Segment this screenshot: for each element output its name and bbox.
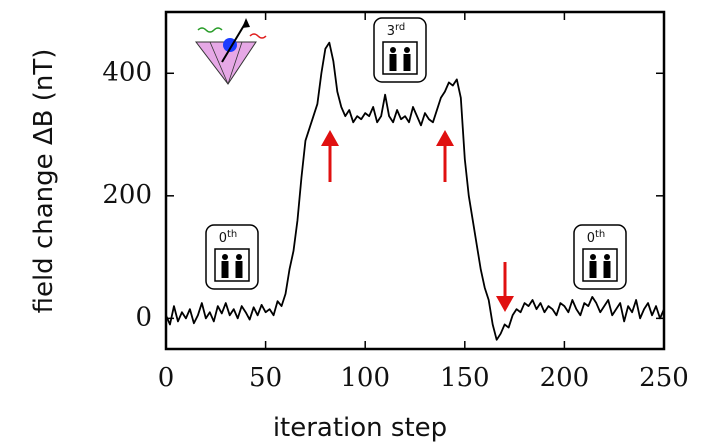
elevator-car <box>382 41 418 75</box>
person-body <box>403 54 411 71</box>
x-axis-label: iteration step <box>273 413 447 443</box>
elevator-box <box>573 224 627 290</box>
floor-number: 3 <box>387 24 395 39</box>
floor-suffix: rd <box>395 22 405 33</box>
floor-number: 0 <box>587 231 595 246</box>
floor-label: 0th <box>587 229 606 246</box>
floor-number: 0 <box>219 231 227 246</box>
diamond-icon <box>194 18 267 85</box>
person-head <box>390 47 396 53</box>
x-tick-label: 50 <box>249 363 282 393</box>
plot-frame <box>164 10 666 351</box>
elevator-car <box>582 248 618 282</box>
x-tick-label: 200 <box>540 363 590 393</box>
floor-suffix: th <box>595 229 605 240</box>
arrow-head <box>321 130 339 146</box>
elevator-annotation: 0th <box>205 224 259 290</box>
x-tick-label: 150 <box>440 363 490 393</box>
person-head <box>236 254 242 260</box>
person-body <box>221 261 229 278</box>
elevator-annotation: 0th <box>573 224 627 290</box>
person-body <box>235 261 243 278</box>
elevator-car <box>214 248 250 282</box>
person-body <box>603 261 611 278</box>
x-tick-label: 0 <box>158 363 175 393</box>
elevator-box <box>205 224 259 290</box>
elevator-annotation: 3rd <box>373 17 427 83</box>
arrow-head <box>436 130 454 146</box>
arrow-head <box>496 296 514 312</box>
y-axis-label: field change ΔB (nT) <box>29 49 59 314</box>
person-body <box>389 54 397 71</box>
data-line <box>165 41 665 341</box>
x-tick-label: 100 <box>340 363 390 393</box>
person-body <box>589 261 597 278</box>
floor-label: 0th <box>219 229 238 246</box>
person-head <box>590 254 596 260</box>
y-tick-label: 0 <box>135 302 152 332</box>
person-head <box>404 47 410 53</box>
person-head <box>604 254 610 260</box>
y-tick-label: 200 <box>102 180 152 210</box>
y-tick-label: 400 <box>102 57 152 87</box>
floor-label: 3rd <box>387 22 406 39</box>
floor-suffix: th <box>227 229 237 240</box>
x-tick-label: 250 <box>639 363 689 393</box>
person-head <box>222 254 228 260</box>
elevator-box <box>373 17 427 83</box>
